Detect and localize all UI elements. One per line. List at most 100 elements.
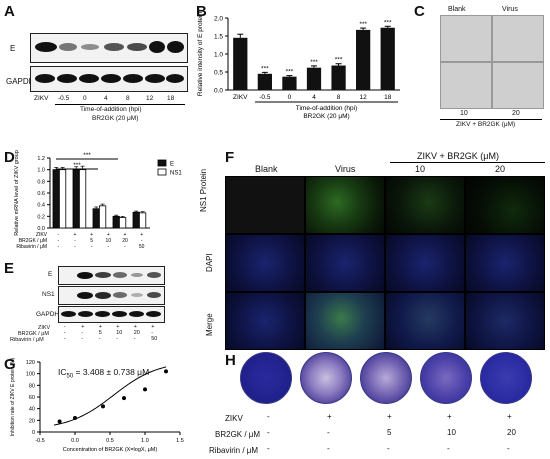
c-value-20: 20 xyxy=(512,110,520,117)
f-group-10: 10 xyxy=(415,164,426,174)
e-blot-ns1 xyxy=(58,286,165,305)
table-cell-d: 10 xyxy=(106,238,112,244)
x-tick-label-g: 0.5 xyxy=(106,438,114,444)
bar-b xyxy=(380,27,395,90)
panel-c-label: C xyxy=(414,3,425,20)
table-cell: + xyxy=(507,412,512,421)
brightfield-virus xyxy=(492,15,544,62)
x-label-b-1: Time-of-addition (hpi) xyxy=(296,105,358,112)
chart-g: 0 20 40 60 80 100 120 -0.5 0.0 0.5 1.0 1.5 Concentra… xyxy=(10,357,184,453)
h-label-ribavirin: Ribavirin / μM xyxy=(209,446,259,455)
table-cell-d: + xyxy=(107,232,110,238)
brightfield-blank xyxy=(440,15,492,62)
y-tick-label-g: 80 xyxy=(29,383,35,389)
row-label-e: E xyxy=(10,44,16,53)
significance-b: *** xyxy=(286,69,294,76)
y-tick-label-g: 100 xyxy=(26,372,35,378)
table-cell: - xyxy=(327,444,330,453)
h-label-br2gk: BR2GK / μM xyxy=(215,430,261,439)
y-tick-label-d: 1.0 xyxy=(37,168,45,174)
table-cell: + xyxy=(98,324,102,330)
brightfield-10 xyxy=(440,62,492,109)
significance-b: *** xyxy=(261,65,269,72)
table-cell: 5 xyxy=(387,428,392,437)
micro-dapi-10 xyxy=(385,234,465,292)
panel-g-label: G xyxy=(4,356,16,373)
table-cell-d: - xyxy=(57,232,59,238)
chart-d: 0.0 0.2 0.4 0.6 0.8 1.0 1.2 Relative mRNA level… xyxy=(14,150,182,250)
table-cell: 20 xyxy=(507,428,516,437)
y-tick-label-d: 0.8 xyxy=(37,179,45,185)
table-cell-d: - xyxy=(107,244,109,250)
plaque-dish-5 xyxy=(480,352,532,404)
e-label-br2gk: BR2GK / μM xyxy=(18,331,49,337)
bar-b xyxy=(331,65,346,90)
f-row-dapi: DAPI xyxy=(205,253,214,272)
table-cell: + xyxy=(116,324,120,330)
data-point-g xyxy=(57,419,62,424)
table-cell: 10 xyxy=(116,330,123,336)
legend-label-d: E xyxy=(170,162,174,168)
significance-d-1: *** xyxy=(83,152,91,159)
x-bracket xyxy=(55,104,185,105)
e-blot-e xyxy=(58,266,165,285)
x-prefix-zikv: ZIKV xyxy=(34,95,49,102)
bar-d-ns1 xyxy=(99,205,107,229)
western-blot-e xyxy=(30,33,188,63)
panel-b-label: B xyxy=(196,3,207,20)
x-tick-label-g: -0.5 xyxy=(35,438,44,444)
x-label-b-2: BR2GK (20 μM) xyxy=(303,113,349,120)
table-cell-d: - xyxy=(57,238,59,244)
e-row-gapdh: GAPDH xyxy=(36,311,60,318)
y-tick-label-d: 0.4 xyxy=(37,203,45,209)
data-point-g xyxy=(101,404,105,409)
x-tick-label-b: 0 xyxy=(288,94,292,101)
panel-c: C Blank Virus 10 20 ZIKV + BR2GK (μM) xyxy=(410,0,550,130)
e-blot-gapdh xyxy=(58,306,165,323)
panel-a-label: A xyxy=(4,3,15,20)
micro-merge-virus xyxy=(305,292,385,350)
data-point-g xyxy=(164,369,168,374)
table-cell: - xyxy=(63,330,66,336)
panel-e-label: E xyxy=(4,260,15,277)
brightfield-20 xyxy=(492,62,544,109)
time-5: 18 xyxy=(167,95,175,102)
time-0: -0.5 xyxy=(58,95,70,102)
row-label-gapdh: GAPDH xyxy=(6,77,35,86)
y-tick-label-b: 1.0 xyxy=(214,52,223,59)
micro-ns1-blank xyxy=(225,176,305,234)
y-tick-label-g: 0 xyxy=(32,430,35,436)
panel-e: E E NS1 GAPDH ZIKV BR2GK / μM Ribavirin … xyxy=(0,260,195,380)
e-label-ribavirin: Ribavirin / μM xyxy=(10,337,44,343)
y-tick-label-b: 2.0 xyxy=(214,16,223,23)
significance-d-2: *** xyxy=(73,162,81,169)
panel-f-label: F xyxy=(225,149,235,166)
table-cell: + xyxy=(327,412,332,421)
y-tick-label-g: 60 xyxy=(29,395,35,401)
table-cell-d: + xyxy=(140,232,143,238)
bar-d-e xyxy=(92,208,100,229)
legend-swatch-d xyxy=(157,159,167,167)
table-cell-d: + xyxy=(74,232,77,238)
micro-merge-blank xyxy=(225,292,305,350)
western-blot-gapdh xyxy=(30,66,188,92)
table-cell-d: 20 xyxy=(122,238,128,244)
table-cell: 10 xyxy=(447,428,456,437)
table-cell: + xyxy=(447,412,452,421)
table-cell-d: - xyxy=(57,244,59,250)
y-tick-label-d: 0.0 xyxy=(37,226,45,232)
y-tick-label-d: 0.6 xyxy=(37,191,45,197)
x-label-g: Concentration of BR2GK (X=logX, μM) xyxy=(63,447,158,453)
table-row-label-d: ZIKV xyxy=(36,232,48,238)
f-group-header: ZIKV + BR2GK (μM) xyxy=(417,151,499,161)
y-tick-label-b: 1.5 xyxy=(214,34,223,41)
plaque-dish-4 xyxy=(420,352,472,404)
table-cell-d: - xyxy=(74,238,76,244)
y-tick-label-b: 0.5 xyxy=(214,70,223,77)
xlabel-a-1: Time-of-addition (hpi) xyxy=(80,106,142,113)
bar-b xyxy=(257,73,272,90)
table-cell: + xyxy=(133,324,137,330)
x-tick-label-b: 12 xyxy=(360,94,368,101)
y-tick-label-g: 40 xyxy=(29,407,35,413)
f-header-blank: Blank xyxy=(255,164,278,174)
